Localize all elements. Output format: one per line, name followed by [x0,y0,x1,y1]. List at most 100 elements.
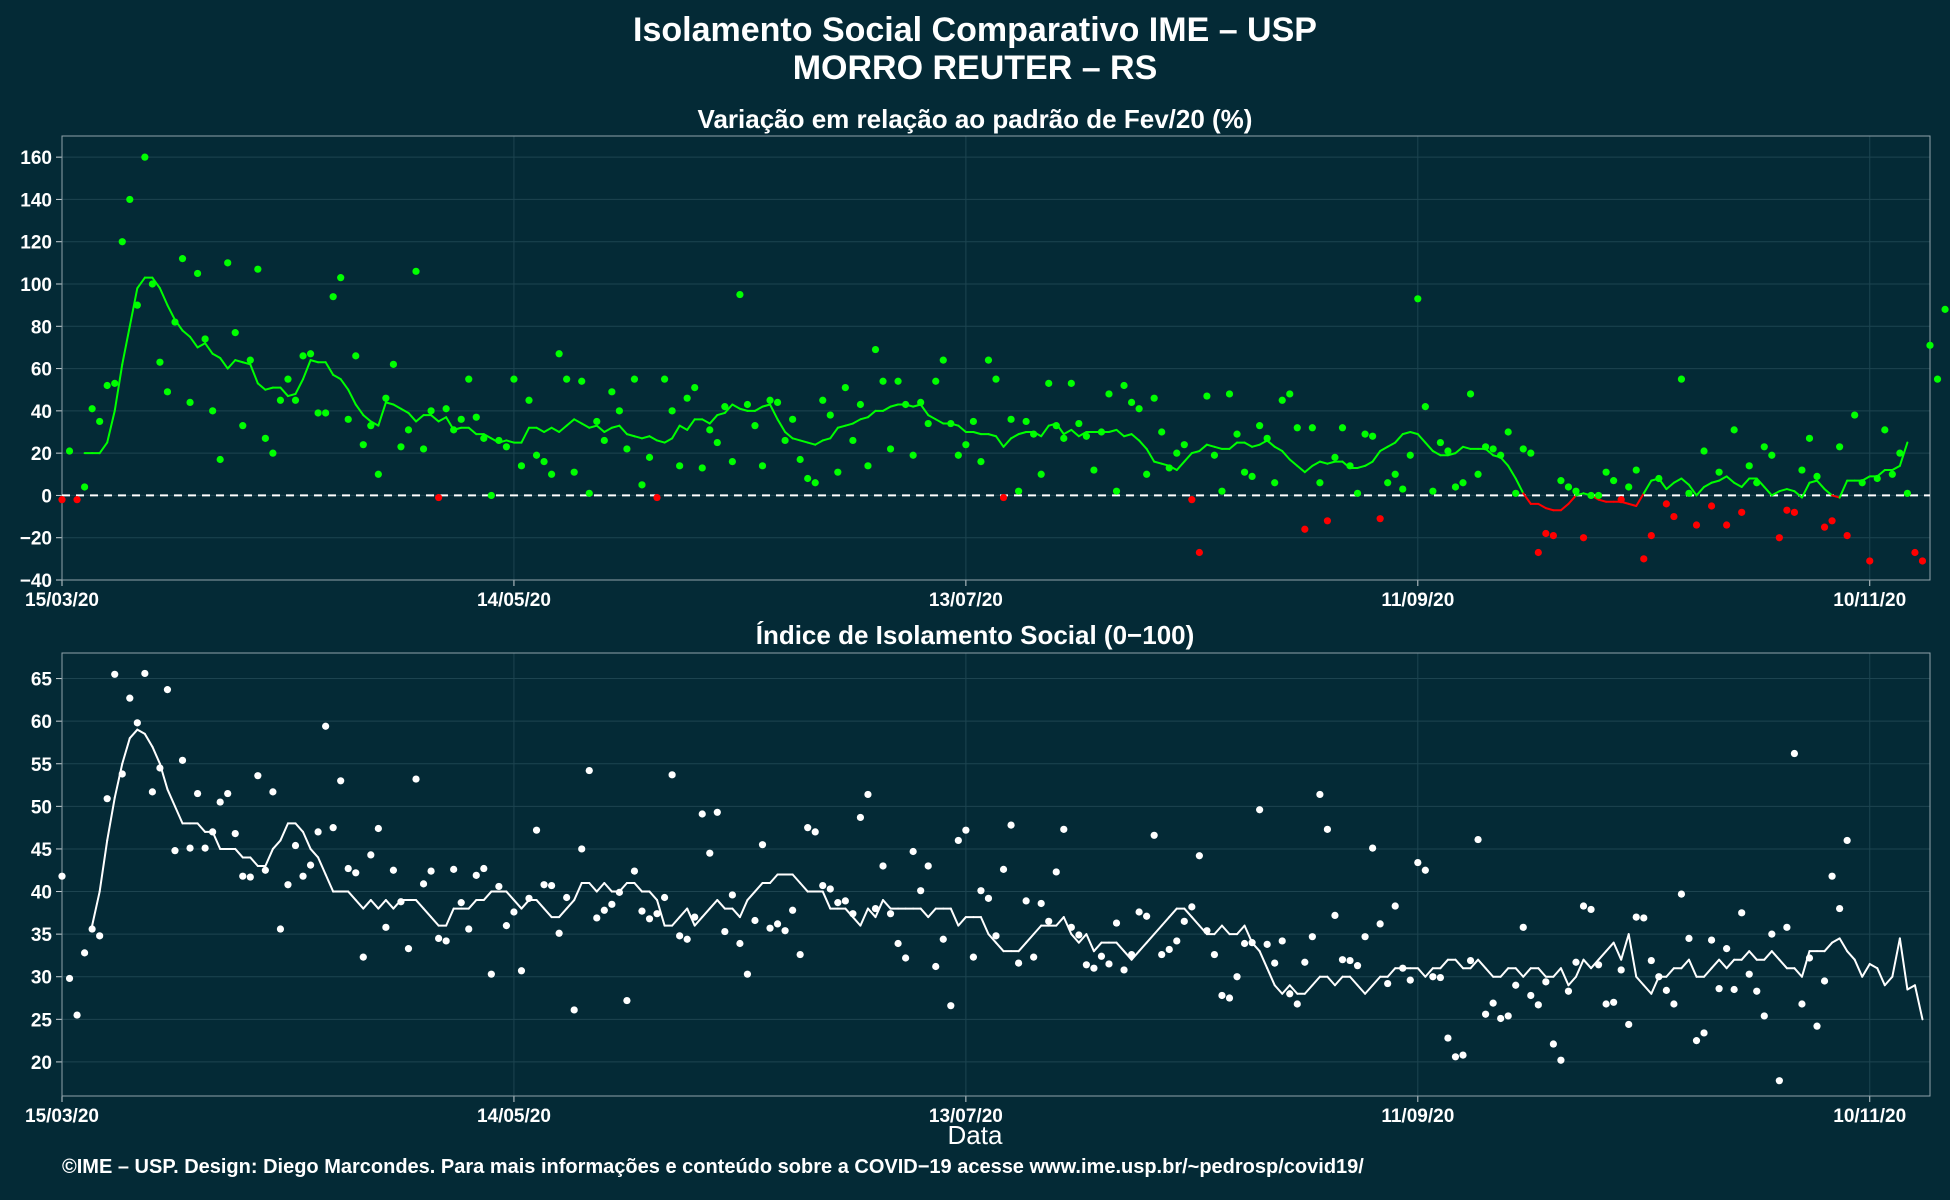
moving-average-segment [1469,958,1480,970]
daily-point [73,1011,81,1019]
daily-point [1602,468,1610,476]
daily-point [1060,825,1068,833]
daily-point [1557,1056,1565,1064]
moving-average-segment [347,890,357,902]
daily-point [178,756,187,764]
daily-point [698,464,706,472]
daily-point [141,669,149,678]
daily-point [480,434,488,442]
daily-point [427,407,435,415]
moving-average-segment [1386,441,1397,448]
daily-point [487,491,495,500]
daily-point [465,375,473,383]
daily-point [758,841,767,849]
daily-point [382,394,390,402]
daily-point [532,451,541,459]
moving-average-segment [1597,498,1608,503]
moving-average-segment [1409,431,1419,436]
moving-average-segment [1281,984,1291,995]
daily-point [1112,919,1121,927]
moving-average-segment [482,433,493,440]
daily-point [1233,430,1241,438]
daily-point [103,795,111,803]
daily-point [1760,1012,1768,1020]
daily-point [80,483,89,491]
daily-point [1022,897,1030,905]
daily-point [1911,548,1919,557]
moving-average-segment [317,856,327,876]
moving-average-segment [1793,490,1803,499]
moving-average-segment [995,941,1005,953]
moving-average-segment [693,916,704,927]
daily-point [706,426,714,434]
daily-point [299,352,307,360]
moving-average-segment [535,426,546,433]
daily-point [1715,468,1723,476]
moving-average-segment [189,335,199,349]
moving-average-segment [430,414,440,423]
moving-average-segment [1220,924,1231,936]
moving-average-segment [279,822,289,842]
daily-point [1564,483,1573,491]
daily-point [1195,548,1203,557]
daily-point [1376,920,1384,928]
daily-point [1617,496,1625,504]
daily-point [1014,959,1023,967]
moving-average-segment [181,329,192,338]
daily-point [480,864,488,873]
daily-point [660,893,669,902]
daily-point [947,1002,955,1010]
daily-point [73,496,81,504]
daily-point [1602,1000,1610,1008]
moving-average-segment [1213,445,1223,450]
daily-point [1512,489,1520,497]
daily-point [209,407,217,415]
daily-point [246,356,254,364]
moving-average-segment [1906,984,1916,991]
daily-point [1218,991,1226,1000]
y-tick-label: 20 [31,1053,52,1074]
daily-point [653,493,661,502]
x-tick-label: 11/09/20 [1381,590,1454,611]
y-tick-label: 160 [20,148,52,169]
daily-point [593,914,601,922]
daily-point [1489,999,1497,1007]
moving-average-segment [979,916,990,936]
daily-point [495,882,503,891]
moving-average-segment [106,409,116,444]
daily-point [751,916,759,925]
daily-point [1135,908,1143,916]
daily-point [314,828,322,836]
daily-point [1692,521,1701,529]
moving-average-segment [859,416,869,421]
daily-point [570,468,578,476]
moving-average-segment [1718,958,1728,970]
daily-point [578,845,586,853]
daily-point [1188,903,1196,911]
moving-average-segment [866,409,877,419]
moving-average-segment [1740,477,1751,488]
daily-point [216,455,224,464]
daily-point [1738,508,1746,516]
daily-point [374,824,382,833]
daily-point [1881,426,1889,434]
daily-point [65,974,74,983]
daily-point [231,329,239,337]
moving-average-segment [1168,907,1178,919]
daily-point [1376,515,1384,523]
moving-average-segment [369,899,380,910]
moving-average-segment [543,426,553,433]
moving-average-segment [1454,445,1464,455]
daily-point [939,935,947,943]
daily-point [1203,392,1211,400]
daily-point [1429,487,1437,495]
daily-point [1323,825,1332,833]
moving-average-segment [151,276,161,290]
daily-point [917,887,925,895]
moving-average-segment [889,403,900,408]
daily-point [1067,923,1075,931]
moving-average-segment [1273,445,1284,453]
daily-point [555,929,563,937]
daily-point [766,924,774,932]
daily-point [871,904,880,913]
